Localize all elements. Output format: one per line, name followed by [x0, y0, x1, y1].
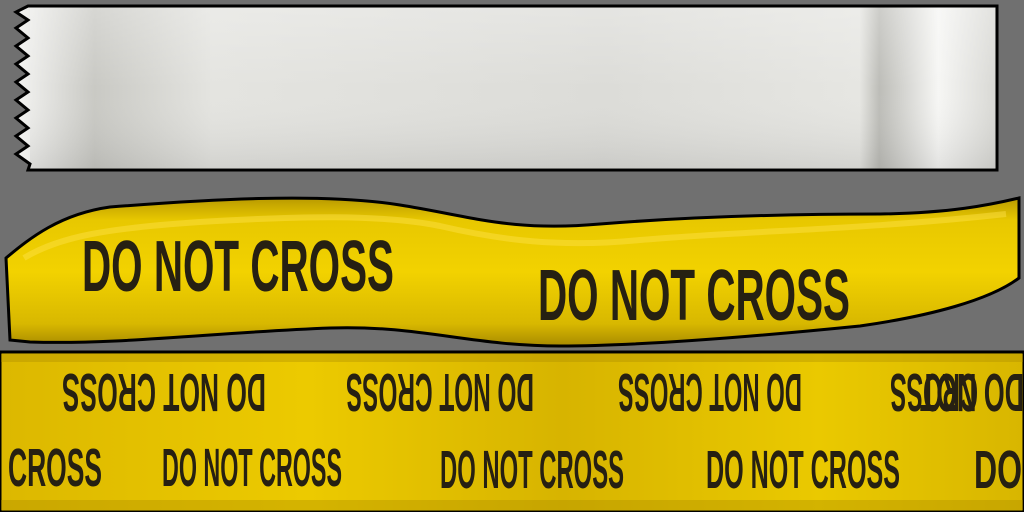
- wavy-tape-highlight: [22, 211, 1007, 261]
- tape-band-lower-text: DO NOT CROSS: [162, 438, 342, 498]
- tape-label-2: DO NOT CROSS: [538, 256, 850, 336]
- tape-band-lower-text: DO: [974, 440, 1022, 500]
- paper-strip-shade: [30, 8, 995, 168]
- tape-band-lower-text: DO NOT CROSS: [440, 440, 624, 500]
- tape-band-body: [0, 350, 1024, 512]
- paper-strip: [13, 4, 999, 172]
- tape-band-upper-text: CROSS: [890, 362, 978, 422]
- tape-band-upper-text: DO NOT CROSS: [618, 362, 802, 422]
- tape-label-1: DO NOT CROSS: [82, 227, 394, 307]
- tape-band: DO NOT CROSS DO NOT CROSS DO NOT CROSS D…: [0, 350, 1024, 512]
- normal-row: CROSS DO NOT CROSS DO NOT CROSS DO NOT C…: [8, 438, 1022, 500]
- wavy-tape-body: [4, 196, 1021, 348]
- tape-band-shade-bottom: [1, 500, 1023, 510]
- tape-band-shade-top: [1, 354, 1023, 362]
- tape-band-upper-text: DO NOT CROSS: [346, 362, 534, 422]
- upside-down-row: DO NOT CROSS DO NOT CROSS DO NOT CROSS D…: [62, 362, 1024, 422]
- tape-band-upper-text: DO NOT CROSS: [62, 362, 266, 422]
- tape-band-lower-text: DO NOT CROSS: [706, 440, 900, 500]
- tape-band-upper-text: DO NOT: [920, 362, 1024, 422]
- tape-band-lower-text: CROSS: [8, 438, 102, 498]
- wavy-tape: DO NOT CROSS DO NOT CROSS: [4, 196, 1021, 348]
